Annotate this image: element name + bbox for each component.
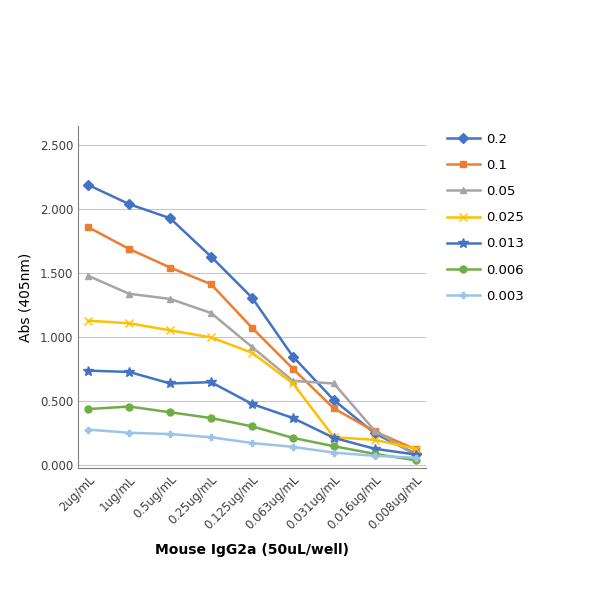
0.05: [208, 310, 215, 317]
0.1: [330, 405, 337, 412]
0.025: [167, 327, 174, 334]
0.05: [330, 380, 337, 387]
0.003: [208, 434, 215, 441]
0.003: [125, 429, 133, 436]
0.006: [85, 406, 92, 413]
0.025: [412, 445, 419, 452]
0.05: [85, 272, 92, 280]
0.1: [167, 264, 174, 271]
Line: 0.2: 0.2: [85, 181, 419, 457]
0.025: [125, 320, 133, 327]
0.1: [85, 224, 92, 231]
0.006: [125, 403, 133, 410]
0.2: [125, 200, 133, 208]
0.013: [330, 434, 337, 442]
0.2: [85, 181, 92, 188]
0.025: [330, 434, 337, 441]
X-axis label: Mouse IgG2a (50uL/well): Mouse IgG2a (50uL/well): [155, 543, 349, 557]
0.003: [248, 439, 256, 446]
0.003: [371, 452, 379, 460]
0.05: [248, 343, 256, 350]
0.013: [412, 451, 419, 458]
0.2: [208, 253, 215, 260]
0.1: [208, 281, 215, 288]
0.025: [289, 380, 296, 387]
0.2: [412, 451, 419, 458]
0.1: [248, 324, 256, 331]
0.025: [208, 334, 215, 341]
0.006: [248, 423, 256, 430]
0.006: [167, 409, 174, 416]
0.003: [85, 426, 92, 433]
0.05: [167, 295, 174, 302]
0.006: [208, 415, 215, 422]
0.2: [167, 215, 174, 222]
0.013: [125, 368, 133, 376]
0.2: [330, 397, 337, 404]
0.1: [412, 446, 419, 453]
0.05: [371, 427, 379, 434]
0.006: [330, 443, 337, 450]
Line: 0.025: 0.025: [84, 317, 420, 453]
0.003: [330, 449, 337, 456]
0.006: [289, 434, 296, 442]
0.05: [289, 377, 296, 385]
0.025: [248, 349, 256, 356]
Y-axis label: Abs (405nm): Abs (405nm): [19, 253, 33, 341]
0.2: [289, 353, 296, 360]
0.003: [412, 454, 419, 461]
0.025: [371, 436, 379, 443]
Line: 0.003: 0.003: [85, 426, 419, 461]
0.1: [289, 365, 296, 373]
0.05: [125, 290, 133, 298]
Legend: 0.2, 0.1, 0.05, 0.025, 0.013, 0.006, 0.003: 0.2, 0.1, 0.05, 0.025, 0.013, 0.006, 0.0…: [446, 133, 524, 303]
0.013: [167, 380, 174, 387]
0.1: [371, 428, 379, 435]
Line: 0.05: 0.05: [85, 272, 419, 458]
Line: 0.006: 0.006: [85, 403, 419, 464]
0.1: [125, 245, 133, 253]
0.013: [85, 367, 92, 374]
0.006: [371, 451, 379, 458]
0.013: [289, 415, 296, 422]
Line: 0.1: 0.1: [85, 224, 419, 453]
Line: 0.013: 0.013: [83, 366, 421, 460]
0.2: [248, 294, 256, 301]
0.2: [371, 430, 379, 437]
0.013: [248, 400, 256, 407]
0.003: [167, 430, 174, 437]
0.003: [289, 443, 296, 451]
0.013: [208, 379, 215, 386]
0.05: [412, 452, 419, 459]
0.013: [371, 445, 379, 452]
0.006: [412, 457, 419, 464]
0.025: [85, 317, 92, 324]
